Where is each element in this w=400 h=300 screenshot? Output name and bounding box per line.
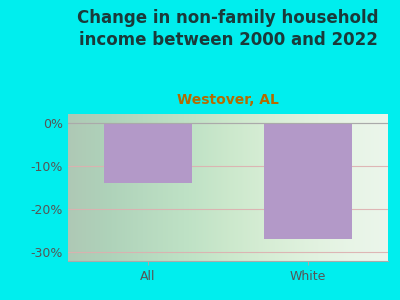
Bar (264, 123, 352, 239)
Text: Westover, AL: Westover, AL (177, 92, 279, 106)
Text: Change in non-family household
income between 2000 and 2022: Change in non-family household income be… (77, 9, 379, 49)
Bar (104, 123, 192, 183)
